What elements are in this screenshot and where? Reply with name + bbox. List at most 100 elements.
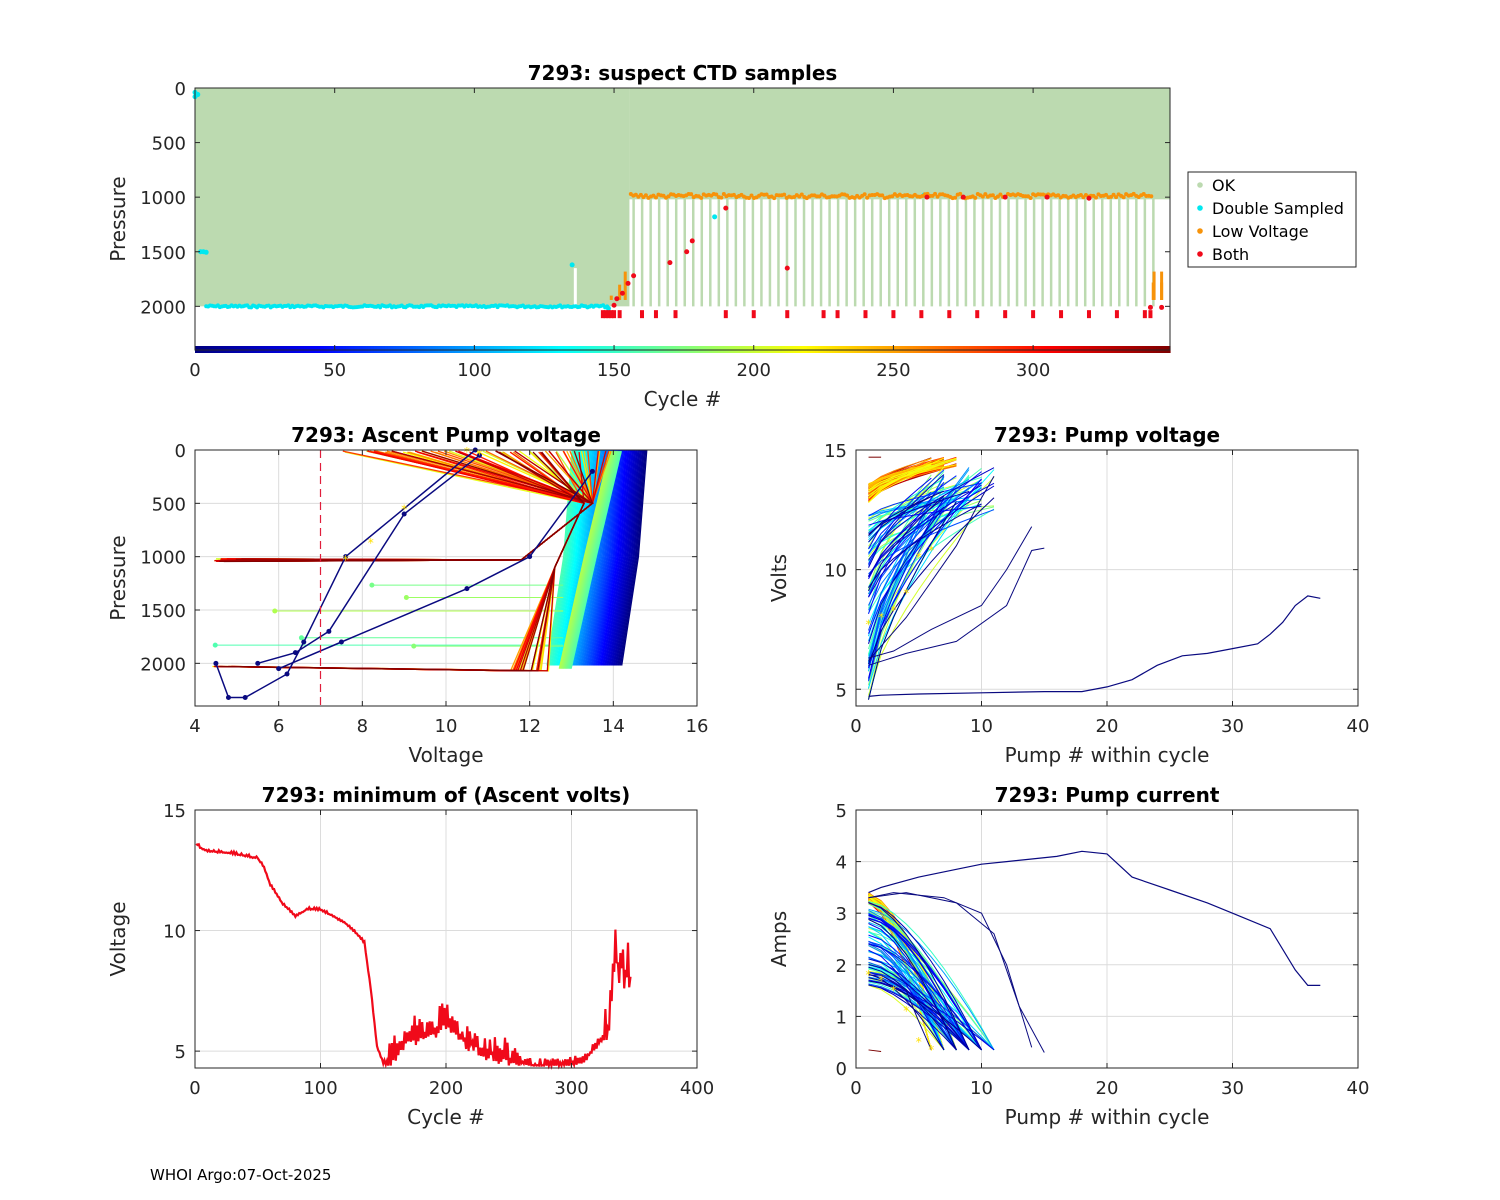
y-tick-label: 1000: [140, 548, 186, 569]
ascent-profile: [600, 449, 627, 666]
min-voltage-line: [195, 842, 632, 1070]
ascent-profile: [593, 449, 621, 666]
double-point: [195, 92, 201, 98]
low-voltage-point: [782, 192, 787, 197]
pump-voltage-line: [868, 457, 945, 503]
y-tick-label: 500: [152, 134, 186, 155]
ascent-profile: [569, 450, 622, 669]
low-voltage-point: [983, 192, 988, 197]
x-tick-label: 4: [189, 716, 200, 737]
pump-current-line: [868, 918, 957, 1051]
both-point: [617, 310, 622, 319]
ok-region: [195, 88, 630, 307]
low-voltage-point: [1078, 192, 1083, 197]
yellow-marker: *: [928, 543, 934, 557]
yellow-marker: *: [878, 610, 884, 624]
ascent-point: [272, 608, 278, 614]
low-voltage-point: [764, 192, 769, 197]
ascent-profile: [602, 449, 629, 666]
ascent-profile: [605, 449, 632, 666]
ascent-profile: [563, 450, 615, 669]
both-point: [1159, 304, 1165, 310]
pump-voltage-line: [868, 498, 945, 578]
y-tick-label: 15: [824, 441, 847, 462]
chart-title: 7293: Ascent Pump voltage: [291, 423, 601, 447]
ascent-profile: [591, 449, 618, 666]
x-axis-label: Pump # within cycle: [1005, 1105, 1210, 1129]
x-tick-label: 40: [1347, 716, 1370, 737]
x-tick-label: 16: [686, 716, 709, 737]
x-tick-label: 14: [602, 716, 625, 737]
ascent-point: [401, 511, 407, 517]
low-voltage-point: [973, 195, 978, 200]
ascent-profile: [617, 449, 645, 666]
ascent-profile: [223, 450, 594, 563]
legend-marker: [1197, 251, 1203, 257]
pump-voltage-line: [868, 485, 995, 598]
ascent-profile: [598, 449, 626, 666]
axes-box: [194, 87, 1171, 351]
x-tick-label: 20: [1096, 716, 1119, 737]
y-axis-label: Pressure: [106, 535, 130, 620]
yellow-marker: *: [916, 551, 922, 565]
pump-current-line: [868, 966, 957, 1051]
low-voltage-point: [653, 195, 658, 200]
ascent-profile: [567, 450, 619, 669]
low-voltage-point: [1028, 196, 1033, 201]
ascent-point: [276, 666, 282, 672]
ascent-point: [403, 595, 409, 601]
both-point: [863, 310, 868, 319]
both-point: [689, 238, 695, 244]
yellow-marker: *: [891, 603, 897, 617]
pump-current-line-dark: [868, 892, 1033, 1048]
plot-content: [192, 88, 1171, 353]
both-point: [1086, 195, 1092, 201]
y-tick-label: 1: [836, 1007, 847, 1028]
yellow-marker: *: [928, 1043, 934, 1057]
yellow-marker: *: [866, 968, 872, 982]
pump-voltage-line: [868, 463, 945, 503]
both-point: [667, 260, 673, 266]
y-tick-label: 5: [836, 801, 847, 822]
double-point: [712, 214, 718, 220]
legend-marker: [1197, 182, 1203, 188]
y-axis-label: Pressure: [106, 176, 130, 261]
low-voltage-point: [699, 195, 704, 200]
low-voltage-point: [845, 193, 850, 198]
yellow-marker: *: [476, 447, 482, 461]
x-tick-label: 30: [1221, 1078, 1244, 1099]
both-point: [1044, 194, 1050, 200]
ascent-profile: [592, 449, 620, 666]
both-point: [1059, 310, 1064, 319]
yellow-marker: *: [368, 536, 374, 550]
x-axis-label: Voltage: [408, 743, 483, 767]
gap: [687, 199, 709, 308]
both-point: [625, 280, 631, 286]
both-point: [784, 265, 790, 271]
y-tick-label: 10: [163, 922, 186, 943]
pump-voltage-line: [868, 482, 995, 577]
x-tick-label: 0: [189, 1078, 200, 1099]
both-point: [609, 310, 614, 319]
both-point: [639, 310, 644, 319]
pump-current-line: [868, 963, 970, 1051]
pump-voltage-line-dark: [868, 476, 995, 661]
both-point: [723, 310, 728, 319]
legend-entry: Both: [1212, 245, 1249, 264]
both-point: [631, 273, 637, 279]
chart-current: * * * * * * 0 10 20 30 40 0 1 2 3 4 5 7293: Pump current P…: [767, 783, 1369, 1129]
y-tick-label: 15: [163, 801, 186, 822]
y-axis-label: Voltage: [106, 901, 130, 976]
low-voltage-point: [1160, 282, 1164, 300]
ascent-point: [225, 694, 231, 700]
both-point: [603, 310, 608, 319]
pump-current-longest: [868, 850, 1321, 986]
ascent-profile: [601, 449, 628, 666]
pump-voltage-line: [868, 469, 945, 566]
pump-voltage-line: [868, 484, 982, 577]
chart-title: 7293: minimum of (Ascent volts): [262, 783, 631, 807]
pump-current-line: [868, 973, 957, 1051]
both-point: [1003, 310, 1008, 319]
pump-voltage-line: [868, 487, 970, 606]
pump-voltage-line: [868, 458, 957, 493]
